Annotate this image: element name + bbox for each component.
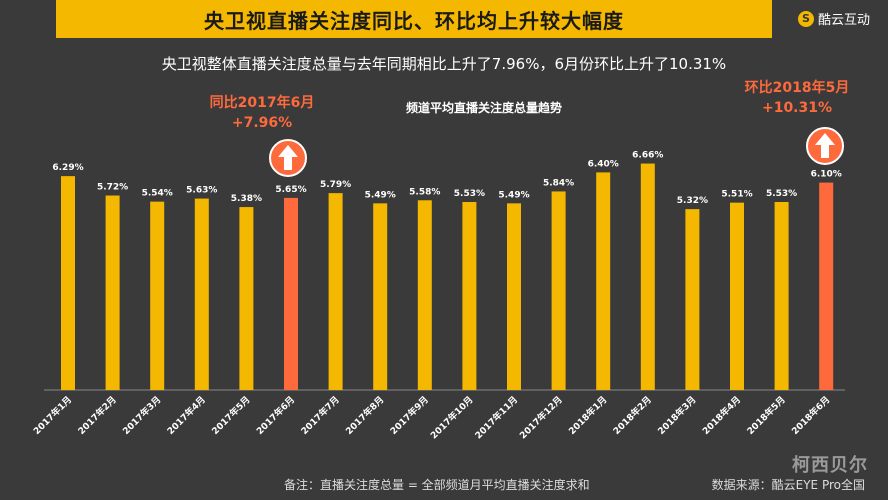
up-arrow-icon — [806, 127, 844, 165]
chart-title: 频道平均直播关注度总量趋势 — [406, 100, 562, 115]
bar-2017年8月 — [373, 203, 388, 390]
bar-2017年9月 — [417, 200, 432, 390]
brand-icon: S — [797, 10, 814, 27]
data-source: 数据来源：酷云EYE Pro全国 — [711, 478, 865, 492]
brand-name: 酷云互动 — [817, 13, 870, 28]
bar-2017年7月 — [328, 193, 343, 390]
data-label: 5.63% — [186, 186, 217, 196]
bar-2018年6月 — [819, 182, 834, 390]
mom-annotation-line1: 环比2018年5月 — [745, 79, 850, 96]
data-label: 6.29% — [52, 163, 83, 173]
x-tick-label: 2018年3月 — [655, 394, 698, 437]
yoy-annotation-line1: 同比2017年6月 — [210, 94, 315, 111]
data-label: 5.38% — [231, 194, 262, 204]
x-tick-label: 2017年9月 — [388, 394, 431, 437]
data-label: 5.32% — [677, 196, 708, 206]
bar-2017年6月 — [284, 197, 298, 390]
bar-2017年11月 — [507, 203, 521, 390]
bar-2017年5月 — [239, 207, 254, 390]
data-label: 5.53% — [454, 189, 485, 199]
bar-2018年5月 — [774, 201, 789, 390]
data-label: 5.49% — [498, 190, 529, 200]
page-title: 央卫视直播关注度同比、环比均上升较大幅度 — [204, 8, 624, 33]
x-tick-label: 2017年8月 — [343, 394, 386, 437]
bar-2018年3月 — [685, 209, 700, 390]
x-tick-label: 2018年1月 — [566, 394, 609, 437]
x-tick-label: 2018年6月 — [789, 394, 832, 437]
data-label: 5.54% — [142, 189, 173, 199]
title-bar: 央卫视直播关注度同比、环比均上升较大幅度 — [56, 0, 772, 38]
data-label: 5.53% — [766, 189, 797, 199]
bar-2017年10月 — [462, 201, 477, 390]
x-tick-label: 2017年7月 — [298, 394, 341, 437]
data-label: 5.49% — [365, 190, 396, 200]
data-label: 5.58% — [409, 187, 440, 197]
bar-2017年2月 — [105, 195, 120, 390]
up-arrow-icon — [269, 139, 307, 177]
data-label: 5.51% — [721, 190, 752, 200]
mom-annotation-line2: +10.31% — [762, 100, 832, 116]
x-tick-label: 2017年3月 — [120, 394, 163, 437]
data-label: 5.84% — [543, 178, 574, 188]
x-tick-label: 2017年4月 — [165, 394, 208, 437]
x-tick-label: 2018年5月 — [744, 394, 787, 437]
bar-2017年12月 — [551, 191, 566, 390]
data-label: 5.65% — [275, 185, 306, 195]
data-label: 6.66% — [632, 151, 663, 161]
x-tick-label: 2017年11月 — [472, 394, 520, 442]
bar-2018年4月 — [730, 202, 744, 390]
x-tick-label: 2017年10月 — [428, 394, 476, 442]
yoy-annotation-line2: +7.96% — [232, 115, 292, 131]
subtitle: 央卫视整体直播关注度总量与去年同期相比上升了7.96%，6月份环比上升了10.3… — [161, 55, 727, 73]
x-tick-label: 2017年2月 — [75, 394, 118, 437]
bar-2018年1月 — [596, 172, 611, 390]
data-label: 6.10% — [811, 170, 842, 180]
bar-2017年3月 — [150, 201, 165, 390]
data-label: 5.72% — [97, 183, 128, 193]
data-label: 5.79% — [320, 180, 351, 190]
brand-logo: S 酷云互动 — [797, 9, 870, 28]
data-label: 6.40% — [588, 159, 619, 169]
x-tick-label: 2018年2月 — [611, 394, 654, 437]
x-tick-label: 2017年6月 — [254, 394, 297, 437]
bar-2018年2月 — [640, 163, 655, 390]
x-tick-label: 2018年4月 — [700, 394, 743, 437]
footnote: 备注：直播关注度总量 = 全部频道月平均直播关注度求和 — [284, 478, 590, 492]
x-tick-label: 2017年12月 — [517, 394, 565, 442]
bar-2017年1月 — [61, 176, 75, 390]
watermark: 柯西贝尔 — [792, 455, 868, 476]
x-tick-label: 2017年1月 — [31, 394, 74, 437]
x-tick-label: 2017年5月 — [209, 394, 252, 437]
bar-2017年4月 — [194, 198, 209, 390]
